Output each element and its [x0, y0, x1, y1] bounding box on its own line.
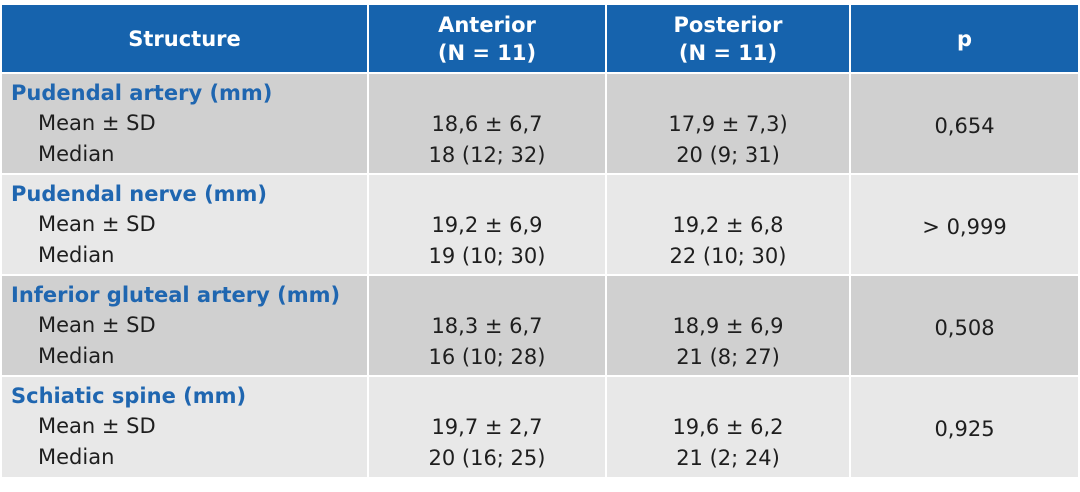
anterior-mean: 18,3 ± 6,7 [431, 314, 543, 338]
table-row: Inferior gluteal artery (mm) Mean ± SD M… [2, 274, 1078, 376]
anterior-median: 16 (10; 28) [428, 345, 546, 369]
table-header-row: Structure Anterior (N = 11) Posterior (N… [2, 5, 1078, 73]
anterior-mean: 19,2 ± 6,9 [431, 213, 543, 237]
posterior-mean: 17,9 ± 7,3) [668, 112, 788, 136]
posterior-median: 21 (2; 24) [676, 446, 780, 470]
median-label: Median [38, 243, 115, 267]
header-structure: Structure [2, 5, 369, 73]
structure-cell: Pudendal artery (mm) Mean ± SD Median [2, 72, 369, 174]
posterior-mean: 19,2 ± 6,8 [672, 213, 784, 237]
header-posterior-title: Posterior [673, 12, 783, 37]
structure-name: Schiatic spine (mm) [11, 384, 247, 408]
anterior-median: 19 (10; 30) [428, 244, 546, 268]
header-posterior: Posterior (N = 11) [606, 5, 851, 73]
structure-cell: Inferior gluteal artery (mm) Mean ± SD M… [2, 274, 369, 376]
p-cell: > 0,999 [850, 173, 1078, 275]
p-cell: 0,925 [850, 375, 1078, 477]
anterior-mean: 19,7 ± 2,7 [431, 415, 543, 439]
posterior-median: 20 (9; 31) [676, 143, 780, 167]
p-value: > 0,999 [922, 215, 1007, 239]
comparison-table-container: Structure Anterior (N = 11) Posterior (N… [2, 5, 1078, 477]
anterior-cell: 19,7 ± 2,7 20 (16; 25) [368, 375, 607, 477]
mean-label: Mean ± SD [38, 313, 156, 337]
table-row: Schiatic spine (mm) Mean ± SD Median 19,… [2, 375, 1078, 477]
p-cell: 0,508 [850, 274, 1078, 376]
anterior-cell: 19,2 ± 6,9 19 (10; 30) [368, 173, 607, 275]
header-anterior-n: (N = 11) [437, 40, 537, 65]
header-anterior: Anterior (N = 11) [368, 5, 607, 73]
median-label: Median [38, 344, 115, 368]
p-cell: 0,654 [850, 72, 1078, 174]
anterior-cell: 18,6 ± 6,7 18 (12; 32) [368, 72, 607, 174]
header-posterior-n: (N = 11) [678, 40, 778, 65]
structure-name: Pudendal artery (mm) [11, 81, 273, 105]
posterior-mean: 19,6 ± 6,2 [672, 415, 784, 439]
p-value: 0,508 [934, 316, 995, 340]
header-anterior-title: Anterior [438, 12, 536, 37]
anterior-cell: 18,3 ± 6,7 16 (10; 28) [368, 274, 607, 376]
p-value: 0,925 [934, 417, 995, 441]
table-row: Pudendal artery (mm) Mean ± SD Median 18… [2, 72, 1078, 174]
structure-name: Pudendal nerve (mm) [11, 182, 268, 206]
mean-label: Mean ± SD [38, 212, 156, 236]
posterior-cell: 18,9 ± 6,9 21 (8; 27) [606, 274, 851, 376]
posterior-median: 22 (10; 30) [669, 244, 787, 268]
anterior-mean: 18,6 ± 6,7 [431, 112, 543, 136]
median-label: Median [38, 142, 115, 166]
table-row: Pudendal nerve (mm) Mean ± SD Median 19,… [2, 173, 1078, 275]
posterior-cell: 19,2 ± 6,8 22 (10; 30) [606, 173, 851, 275]
anterior-median: 20 (16; 25) [428, 446, 546, 470]
mean-label: Mean ± SD [38, 111, 156, 135]
p-value: 0,654 [934, 114, 995, 138]
median-label: Median [38, 445, 115, 469]
posterior-cell: 19,6 ± 6,2 21 (2; 24) [606, 375, 851, 477]
comparison-table: Structure Anterior (N = 11) Posterior (N… [2, 5, 1078, 477]
mean-label: Mean ± SD [38, 414, 156, 438]
structure-cell: Schiatic spine (mm) Mean ± SD Median [2, 375, 369, 477]
structure-cell: Pudendal nerve (mm) Mean ± SD Median [2, 173, 369, 275]
posterior-cell: 17,9 ± 7,3) 20 (9; 31) [606, 72, 851, 174]
posterior-median: 21 (8; 27) [676, 345, 780, 369]
structure-name: Inferior gluteal artery (mm) [11, 283, 341, 307]
posterior-mean: 18,9 ± 6,9 [672, 314, 784, 338]
anterior-median: 18 (12; 32) [428, 143, 546, 167]
header-p: p [850, 5, 1078, 73]
